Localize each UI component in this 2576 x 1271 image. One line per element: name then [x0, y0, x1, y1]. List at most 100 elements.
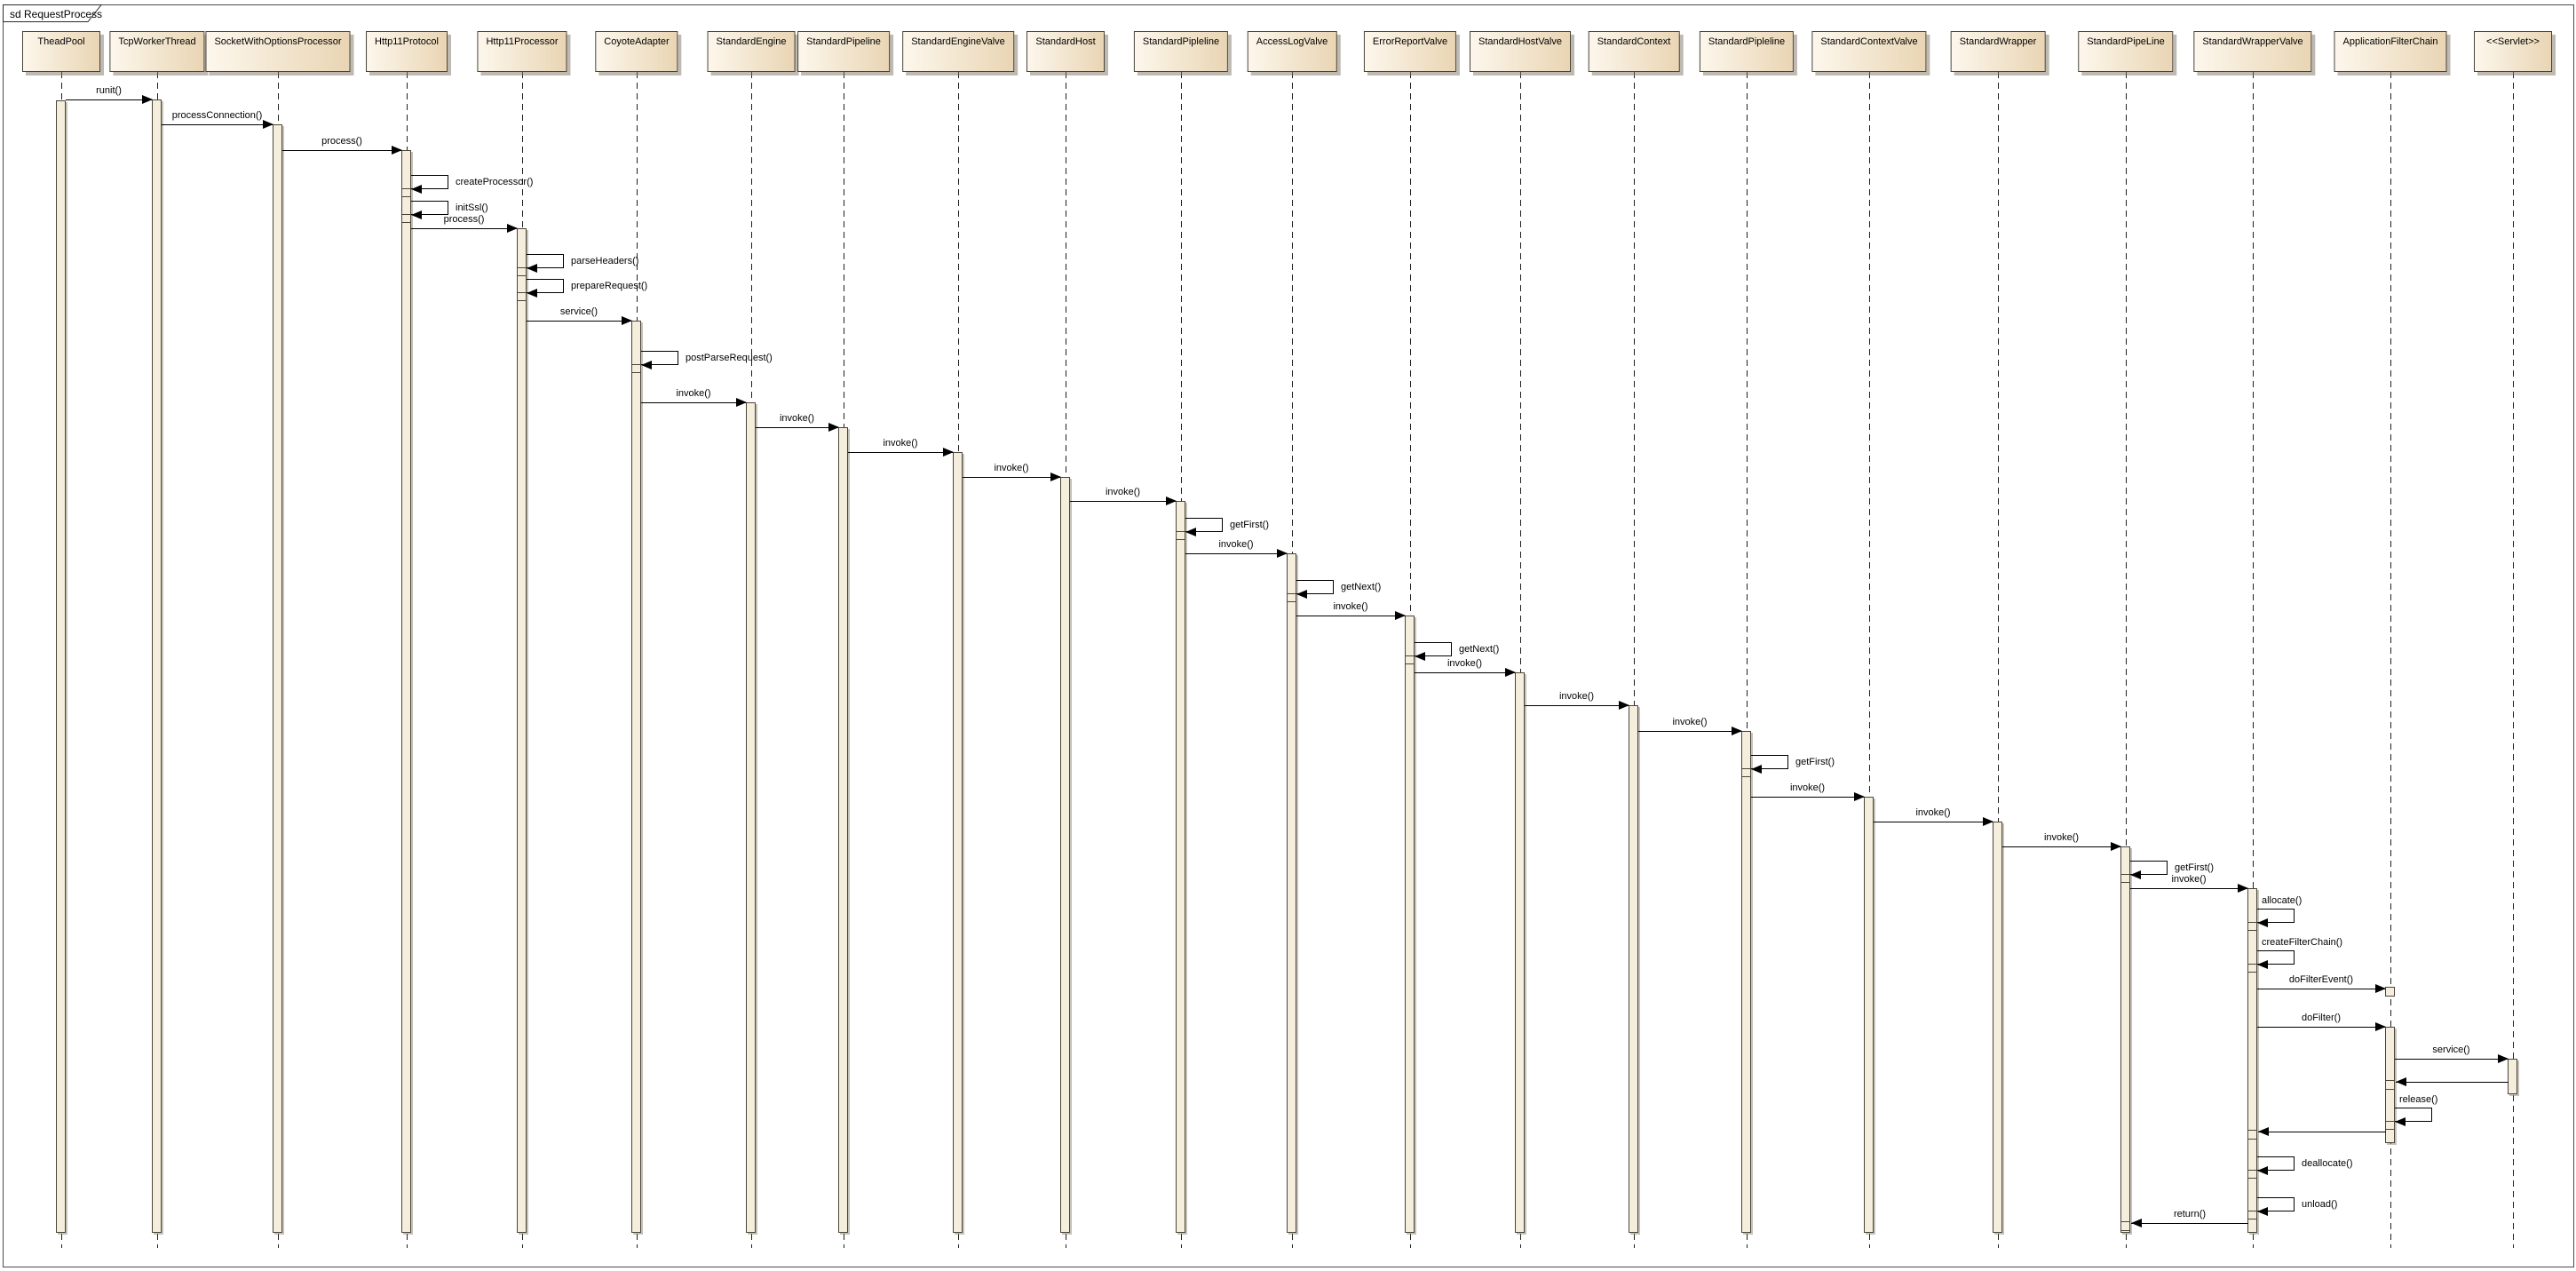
message-arrowhead-icon	[2396, 1077, 2406, 1086]
message-label: service()	[2432, 1045, 2470, 1055]
message-line	[963, 477, 1060, 478]
message-line	[66, 99, 152, 100]
lifeline-19	[2253, 72, 2254, 1248]
message-label: doFilter()	[2301, 1013, 2342, 1023]
self-message-loop	[641, 351, 678, 365]
self-message-loop	[1751, 755, 1788, 769]
self-message-loop	[2257, 1197, 2295, 1211]
self-message-loop	[2257, 1156, 2295, 1171]
activation-bar	[401, 150, 411, 1233]
activation-bar	[746, 402, 756, 1233]
message-label: invoke()	[779, 413, 815, 424]
message-label: runit()	[96, 85, 122, 96]
self-message-arrowhead-icon	[2257, 1166, 2268, 1175]
self-message-loop	[2257, 909, 2295, 923]
nested-activation-square	[1741, 768, 1751, 777]
message-label: deallocate()	[2302, 1158, 2353, 1169]
message-label: createProcessor()	[456, 177, 534, 187]
message-label: getNext()	[1459, 644, 1500, 655]
message-line	[2131, 1223, 2248, 1224]
self-message-loop	[411, 175, 448, 189]
lifeline-head-2: SocketWithOptionsProcessor	[205, 31, 351, 72]
lifeline-head-7: StandardPipeline	[797, 31, 890, 72]
diagram-title: sd RequestProcess	[10, 8, 103, 20]
message-label: getFirst()	[2175, 862, 2214, 873]
self-message-arrowhead-icon	[2257, 960, 2268, 969]
lifeline-head-0: TheadPool	[22, 31, 100, 72]
lifeline-head-14: StandardContext	[1588, 31, 1680, 72]
self-message-arrowhead-icon	[2257, 1207, 2268, 1216]
message-label: allocate()	[2262, 895, 2303, 906]
lifeline-head-4: Http11Processor	[477, 31, 567, 72]
lifeline-head-9: StandardHost	[1026, 31, 1105, 72]
message-arrowhead-icon	[2131, 1219, 2142, 1227]
message-label: process()	[443, 214, 485, 225]
message-line	[282, 150, 401, 151]
self-message-loop	[2130, 861, 2168, 875]
lifeline-13	[1520, 72, 1521, 1248]
message-arrowhead-icon	[943, 448, 954, 457]
message-label: invoke()	[1672, 717, 1708, 727]
self-message-arrowhead-icon	[1751, 765, 1762, 774]
message-label: invoke()	[994, 463, 1029, 473]
message-line	[2396, 1082, 2509, 1083]
lifeline-head-10: StandardPipleline	[1133, 31, 1229, 72]
self-message-arrowhead-icon	[2257, 918, 2268, 927]
message-arrowhead-icon	[1277, 549, 1288, 558]
message-line	[162, 124, 273, 125]
message-label: createFilterChain()	[2262, 937, 2343, 948]
lifeline-head-15: StandardPipleline	[1699, 31, 1795, 72]
message-line	[2130, 888, 2247, 889]
lifeline-head-21: <<Servlet>>	[2474, 31, 2552, 72]
message-label: invoke()	[1218, 539, 1254, 550]
message-arrowhead-icon	[2498, 1054, 2509, 1063]
activation-bar	[631, 321, 641, 1233]
lifeline-head-3: Http11Protocol	[366, 31, 448, 72]
message-label: getFirst()	[1795, 757, 1835, 767]
nested-activation-square	[2247, 922, 2257, 931]
activation-bar	[2247, 888, 2257, 1233]
message-label: doFilterEvent()	[2288, 974, 2354, 985]
lifeline-16	[1869, 72, 1870, 1248]
activation-bar	[1287, 553, 1296, 1233]
activation-bar	[273, 124, 282, 1233]
message-arrowhead-icon	[507, 224, 518, 233]
message-label: getFirst()	[1230, 520, 1269, 530]
self-message-arrowhead-icon	[411, 185, 422, 194]
message-line	[641, 402, 746, 403]
lifeline-head-17: StandardWrapper	[1950, 31, 2046, 72]
activation-bar	[152, 99, 162, 1233]
lifeline-head-11: AccessLogValve	[1247, 31, 1337, 72]
message-label: unload()	[2302, 1199, 2338, 1210]
message-label: service()	[559, 306, 598, 317]
message-label: invoke()	[1447, 658, 1483, 669]
message-line	[2395, 1059, 2508, 1060]
message-label: return()	[2173, 1209, 2207, 1219]
nested-activation-square	[517, 292, 527, 301]
message-line	[2257, 1027, 2385, 1028]
lifeline-18	[2126, 72, 2127, 1248]
lifeline-21	[2513, 72, 2514, 1248]
message-arrowhead-icon	[1166, 496, 1177, 505]
message-label: invoke()	[1558, 691, 1595, 702]
activation-bar	[838, 427, 848, 1233]
nested-activation-square	[2247, 1130, 2257, 1140]
message-arrowhead-icon	[263, 120, 273, 129]
nested-activation-square	[2120, 1221, 2130, 1231]
nested-activation-square	[2120, 874, 2130, 883]
lifeline-head-8: StandardEngineValve	[902, 31, 1014, 72]
message-line	[527, 321, 631, 322]
message-line	[1525, 705, 1629, 706]
nested-activation-square	[1176, 531, 1185, 540]
self-message-arrowhead-icon	[2130, 870, 2141, 879]
message-label: parseHeaders()	[571, 256, 639, 266]
lifeline-head-1: TcpWorkerThread	[109, 31, 205, 72]
lifeline-head-12: ErrorReportValve	[1363, 31, 1457, 72]
message-arrowhead-icon	[622, 316, 632, 325]
lifeline-17	[1998, 72, 1999, 1248]
nested-activation-square	[2385, 1121, 2395, 1130]
self-message-loop	[411, 201, 448, 215]
message-arrowhead-icon	[1395, 611, 1406, 620]
message-arrowhead-icon	[1619, 701, 1629, 710]
lifeline-head-18: StandardPipeLine	[2078, 31, 2174, 72]
